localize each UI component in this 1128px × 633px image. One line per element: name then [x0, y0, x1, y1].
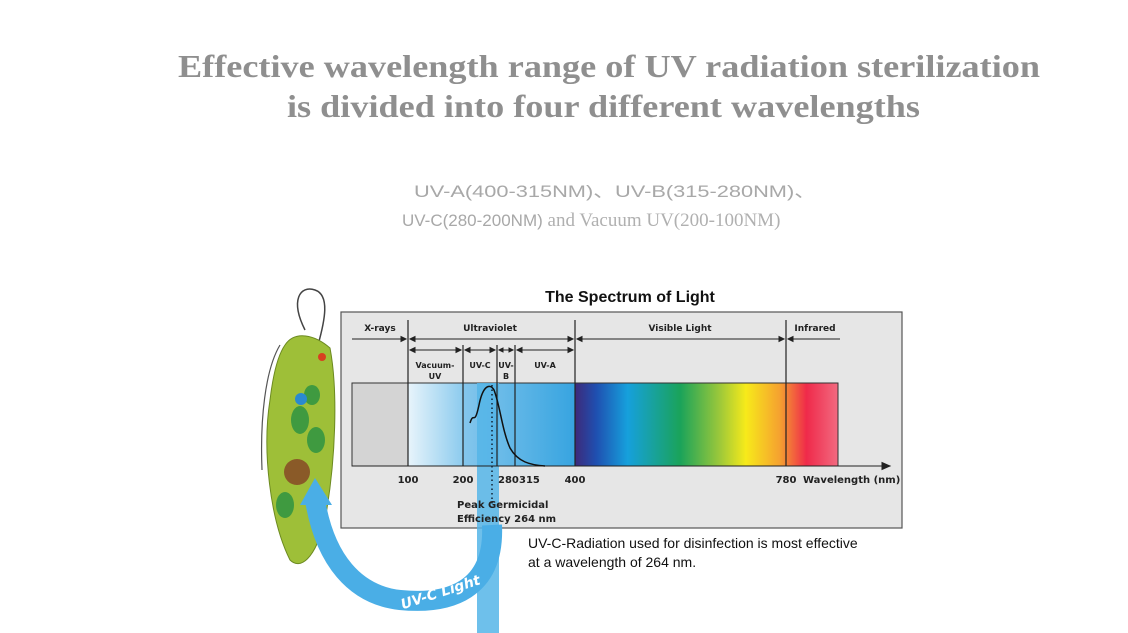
main-title-line1: Effective wavelength range of UV radiati…	[178, 48, 1040, 84]
caption-line2: at a wavelength of 264 nm.	[528, 554, 696, 570]
tick-400: 400	[565, 475, 586, 486]
subtitle-line2: UV-C(280-200NM) and Vacuum UV(200-100NM)	[402, 210, 780, 231]
germicidal-curve	[469, 385, 546, 467]
subband-vacuum-uv-1: Vacuum-	[416, 361, 455, 370]
subband-uva: UV-A	[534, 361, 556, 370]
peak-label-2: Efficiency 264 nm	[457, 514, 556, 525]
subband-vacuum-uv-2: UV	[429, 372, 442, 381]
tick-280: 280	[498, 475, 519, 486]
tick-100: 100	[398, 475, 419, 486]
peak-label-1: Peak Germicidal	[457, 500, 548, 511]
subband-uvb-1: UV-	[498, 361, 513, 370]
band-dividers	[407, 320, 787, 466]
band-label-xrays: X-rays	[364, 324, 395, 334]
subtitle-line1: UV-A(400-315NM)、UV-B(315-280NM)、	[414, 182, 816, 201]
band-label-ultraviolet: Ultraviolet	[463, 324, 518, 334]
tick-780: 780	[776, 475, 797, 486]
band-label-infrared: Infrared	[794, 324, 835, 334]
diagram-title: The Spectrum of Light	[545, 289, 715, 306]
caption-line1: UV-C-Radiation used for disinfection is …	[528, 535, 858, 551]
subtitle-vacuum: and Vacuum UV(200-100NM)	[543, 210, 781, 231]
band-label-visible: Visible Light	[648, 324, 712, 334]
axis-label: Wavelength (nm)	[803, 475, 900, 486]
subtitle-uvc: UV-C(280-200NM)	[402, 211, 543, 230]
subband-uvc: UV-C	[469, 361, 490, 370]
subband-uvb-2: B	[503, 372, 509, 381]
main-title-line2: is divided into four different wavelengt…	[287, 88, 920, 124]
tick-315: 315	[519, 475, 540, 486]
band-arrows	[352, 335, 892, 471]
spectrum-bar	[351, 382, 839, 633]
tick-200: 200	[453, 475, 474, 486]
